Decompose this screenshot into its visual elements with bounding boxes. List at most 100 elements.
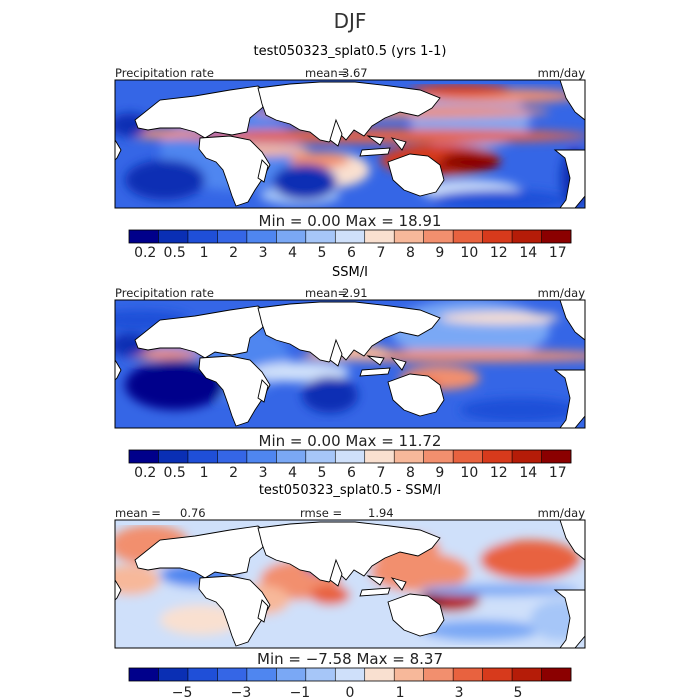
map-panel-3: test050323_splat0.5 - SSM/I mean = 0.76 rms…	[114, 483, 586, 700]
field-blob	[460, 398, 580, 422]
colorbar-tick-label: 2	[229, 465, 238, 481]
colorbar-swatch	[453, 450, 483, 463]
colorbar-tick-label: 0.5	[164, 465, 186, 481]
colorbar-swatch	[364, 230, 395, 243]
colorbar-frame	[128, 667, 572, 682]
field-blob	[310, 585, 350, 605]
colorbar-tick-label: 8	[406, 245, 415, 261]
figure-title: DJF	[334, 9, 367, 33]
colorbar-swatch	[423, 230, 454, 243]
colorbar-tick-label: 8	[406, 465, 415, 481]
colorbar-swatch	[158, 668, 189, 681]
colorbar-swatch	[394, 450, 424, 463]
colorbar-swatch	[335, 450, 366, 463]
colorbar-tick-label: 1	[200, 465, 209, 481]
colorbar-tick-label: 0.2	[134, 245, 156, 261]
colorbar-tick-label: 14	[519, 245, 537, 261]
field-blob	[160, 605, 240, 635]
colorbar-swatch	[217, 230, 248, 243]
colorbar-tick-label: 1	[200, 245, 209, 261]
colorbar-tick-label: 0	[346, 685, 355, 700]
field-label: Precipitation rate	[115, 286, 214, 300]
colorbar-tick-label: 10	[460, 465, 478, 481]
colorbar-tick-label: 3	[455, 685, 464, 700]
colorbar-tick-label: 0.2	[134, 465, 156, 481]
map-field	[115, 520, 585, 648]
colorbar-swatch	[276, 230, 307, 243]
mean-value: 3.67	[342, 66, 368, 80]
colorbar-ticks: 0.2 0.5 1 2 3 4 5 6 7 8 9 10 12 14 17	[134, 465, 567, 481]
colorbar-swatch	[129, 668, 159, 681]
map-field	[115, 80, 585, 208]
colorbar-ticks: −5 −3 −1 0 1 3 5	[172, 685, 523, 700]
field-blob	[420, 620, 540, 640]
colorbar-tick-label: 3	[259, 245, 268, 261]
field-blob	[302, 377, 358, 413]
units-label: mm/day	[538, 66, 586, 80]
mean-label: mean=	[305, 286, 347, 300]
colorbar-swatch	[276, 668, 307, 681]
units-label: mm/day	[538, 286, 586, 300]
colorbar-tick-label: 7	[376, 245, 385, 261]
colorbar-swatch	[541, 230, 572, 243]
colorbar-swatch	[305, 668, 336, 681]
map-panel-1: test050323_splat0.5 (yrs 1-1) Precipitati…	[114, 44, 586, 261]
colorbar-tick-label: −1	[290, 685, 311, 700]
max-label: Max =	[341, 212, 394, 230]
min-value: −7.58	[301, 650, 352, 668]
colorbar-tick-label: 5	[513, 685, 522, 700]
max-label: Max =	[352, 650, 405, 668]
min-label: Min =	[257, 650, 301, 668]
panel-title: SSM/I	[332, 265, 368, 280]
min-value: 0.00	[302, 212, 340, 230]
colorbar	[128, 229, 572, 244]
field-blob	[115, 565, 160, 595]
colorbar-tick-label: 7	[376, 465, 385, 481]
colorbar-swatch	[187, 230, 218, 243]
min-label: Min =	[259, 432, 303, 450]
colorbar-tick-label: 4	[288, 245, 297, 261]
colorbar-swatch	[305, 450, 336, 463]
colorbar-swatch	[187, 450, 218, 463]
colorbar-tick-label: 10	[460, 245, 478, 261]
colorbar-swatch	[246, 230, 277, 243]
colorbar-swatch	[423, 668, 454, 681]
colorbar	[128, 667, 572, 682]
mean-value: 2.91	[342, 286, 368, 300]
max-label: Max =	[341, 432, 394, 450]
field-blob	[250, 362, 350, 382]
field-blob	[273, 164, 337, 200]
colorbar-swatch	[512, 230, 542, 243]
map-field	[115, 300, 585, 428]
colorbar-tick-label: 5	[318, 465, 327, 481]
colorbar-frame	[128, 229, 572, 244]
min-label: Min =	[259, 212, 303, 230]
colorbar-tick-label: 12	[490, 245, 508, 261]
colorbar-tick-label: 3	[259, 465, 268, 481]
rmse-label: rmse =	[300, 506, 342, 520]
colorbar-swatch	[335, 668, 366, 681]
colorbar-swatch	[187, 668, 218, 681]
mean-label: mean=	[305, 66, 347, 80]
colorbar-swatch	[129, 450, 159, 463]
colorbar-swatch	[453, 668, 483, 681]
min-value: 0.00	[302, 432, 340, 450]
field-blob	[430, 190, 570, 208]
field-label: Precipitation rate	[115, 66, 214, 80]
colorbar-tick-label: 2	[229, 245, 238, 261]
colorbar-tick-label: −3	[231, 685, 252, 700]
colorbar-swatch	[364, 668, 395, 681]
colorbar-swatch	[453, 230, 483, 243]
panel-title: test050323_splat0.5 (yrs 1-1)	[254, 44, 447, 59]
colorbar-swatch	[364, 450, 395, 463]
colorbar-tick-label: 9	[435, 245, 444, 261]
map-frame	[114, 519, 586, 649]
min-max-line: Min = 0.00 Max = 18.91	[259, 212, 442, 230]
max-value: 11.72	[394, 432, 442, 450]
colorbar-swatch	[482, 668, 513, 681]
min-max-line: Min = −7.58 Max = 8.37	[257, 650, 443, 668]
colorbar-swatch	[217, 450, 248, 463]
field-blob	[480, 540, 580, 580]
mean-value: 0.76	[180, 506, 206, 520]
colorbar-tick-label: 9	[435, 465, 444, 481]
